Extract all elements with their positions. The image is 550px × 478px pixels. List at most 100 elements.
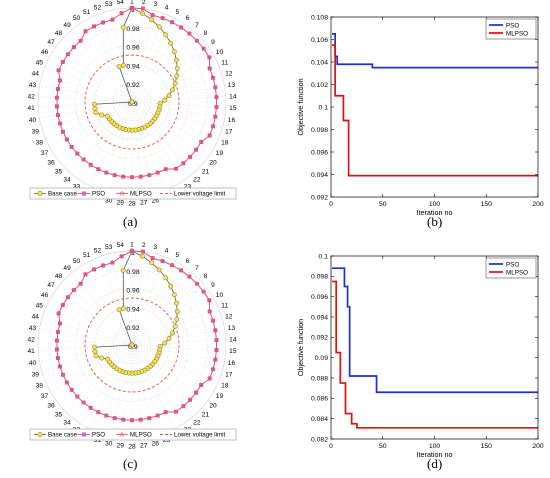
radar-spoke [71,101,133,175]
radar-point [92,349,98,354]
plot-area [331,256,538,439]
radar-point [213,337,220,343]
radar-spoke [63,101,133,167]
radar-point [55,112,61,118]
radar-point [105,113,111,119]
radar-spoke [89,344,133,430]
legend-label: PSO [92,191,105,198]
radar-spoke [41,101,133,130]
radar-theta-label: 51 [83,9,91,16]
x-tick-label: 0 [329,443,333,450]
radar-theta-label: 11 [221,59,228,66]
radar-point [100,262,106,268]
legend-marker [119,431,125,437]
radar-point [91,23,97,29]
radar-spoke [131,54,214,103]
radar-theta-label: 16 [228,360,236,367]
radar-point [60,128,66,135]
radar-point [213,104,220,110]
legend-marker [37,432,43,437]
y-tick-label: 0.1 [319,104,329,111]
radar-point [162,340,168,346]
radar-point [163,166,169,172]
y-tick-label: 0.09 [315,355,328,362]
line-chart-d: 0 50 100 150 200 0.082 0.084 0.086 0.088 0.09 0.09… [296,253,544,459]
radar-spoke [80,266,133,346]
radar-theta-label: 43 [29,82,37,89]
radar-spoke [131,96,226,103]
radar-point [146,415,153,421]
radar-spoke [131,8,144,103]
radar-spoke [120,101,133,196]
radar-point [55,310,62,316]
x-tick-label: 150 [481,201,493,208]
radar-spoke [80,344,133,424]
radar-point [103,412,109,418]
radar-spoke [39,85,133,103]
radar-point [173,408,179,415]
radar-point [65,51,71,57]
radar-spoke [63,344,133,410]
radar-theta-label: 41 [27,105,35,112]
legend-marker [82,432,86,437]
plot-area [331,17,538,197]
radar-spoke [39,328,133,346]
radar-theta-label: 1 [130,241,134,248]
legend-box [29,187,237,200]
radar-theta-label: 49 [63,265,71,272]
radar-theta-label: 31 [94,437,102,444]
y-tick-label: 0.094 [311,314,328,321]
radar-point [162,97,168,103]
radar-point [95,409,101,415]
radar-r-tick-label: 0.9 [128,101,138,108]
radar-lower-limit-ring [84,297,180,393]
radar-spoke [131,344,175,430]
radar-point [129,342,135,348]
radar-theta-label: 42 [27,93,35,100]
radar-point [206,308,213,314]
radar-r-tick-label: 0.98 [126,26,139,33]
radar-spoke [131,29,193,103]
radar-point [116,64,122,70]
radar-theta-label: 37 [41,150,49,157]
radar-spoke [131,10,154,103]
radar-r-tick-label: 0.9 [128,344,138,351]
radar-point [170,330,175,336]
panel-label-a: (a) [123,214,138,229]
radar-point [178,267,184,273]
radar-point [186,30,193,36]
radar-point [163,275,169,281]
radar-point [210,123,216,129]
radar-point [129,248,135,254]
radar-theta-label: 27 [140,443,148,450]
radar-point [206,375,213,381]
radar-r-tick-label: 0.96 [126,288,139,295]
radar-theta-label: 40 [29,360,37,367]
legend-label: Base case [48,432,77,439]
radar-series-line [56,250,217,421]
radar-theta-label: 15 [229,348,237,355]
radar-theta-label: 3 [153,1,157,8]
radar-theta-label: 36 [47,403,55,410]
radar-point [120,305,126,311]
y-tick-label: 0.092 [311,335,328,342]
radar-theta-label: 52 [94,247,102,254]
radar-theta-label: 8 [204,30,208,37]
y-tick-label: 0.104 [311,59,328,66]
radar-point [149,260,154,266]
radar-point [156,24,162,30]
radar-point [212,113,219,119]
radar-spoke [131,101,175,187]
radar-theta-label: 48 [55,30,63,37]
radar-spoke [80,23,133,103]
x-tick-label: 100 [429,443,441,450]
radar-point [163,409,169,415]
radar-point [92,106,98,111]
radar-theta-label: 4 [165,247,169,254]
radar-point [170,87,175,93]
radar-point [116,307,122,313]
radar-theta-label: 12 [225,313,233,320]
radar-theta-label: 20 [209,403,217,410]
radar-theta-label: 13 [228,325,236,332]
radar-point [212,356,219,362]
